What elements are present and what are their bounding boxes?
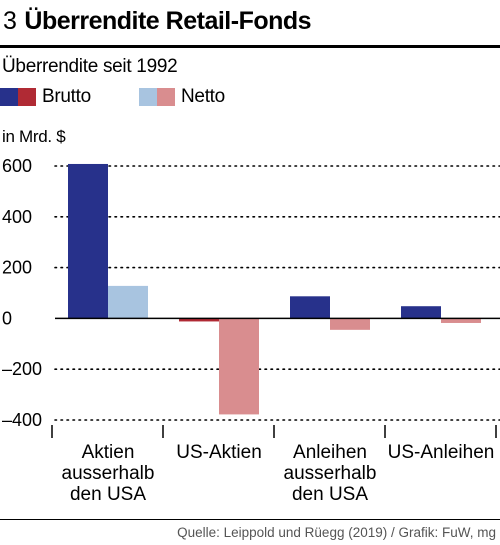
bar-netto [108,285,148,319]
bar-brutto [401,306,441,319]
source-note: Quelle: Leippold und Rüegg (2019) / Graf… [177,525,496,540]
y-tick-label: 600 [2,156,32,176]
bar-brutto [179,318,219,322]
y-tick-label: 0 [2,308,12,328]
bar-netto [219,318,259,415]
bar-brutto [290,296,330,319]
x-tick-label: Aktien ausserhalb den USA [62,442,155,505]
x-tick-label: Anleihen ausserhalb den USA [284,442,377,505]
bar-brutto [68,163,108,319]
chart-subtitle: Überrendite seit 1992 [2,56,178,77]
y-tick-label: –400 [2,410,42,430]
legend-item-netto: Netto [139,86,225,108]
y-axis-unit: in Mrd. $ [2,127,66,146]
legend-label-brutto: Brutto [42,86,91,107]
chart-title: Überrendite Retail-Fonds [24,7,312,35]
legend-swatch-netto-negative [157,88,175,106]
bar-netto [330,318,370,330]
chart-header: 3 Überrendite Retail-Fonds [3,6,312,36]
y-tick-label: –200 [2,359,42,379]
legend-item-brutto: Brutto [0,86,91,108]
legend-swatch-netto-positive [139,88,157,106]
chart-number: 3 [3,7,17,35]
y-tick-label: 400 [2,207,32,227]
bar-netto [441,318,481,323]
legend-swatch-brutto-positive [0,88,18,106]
title-rule [0,45,500,48]
footer-rule [0,519,500,520]
x-tick-label: US-Anleihen [388,442,495,463]
y-tick-label: 200 [2,258,32,278]
legend-label-netto: Netto [181,86,225,107]
x-tick-label: US-Aktien [176,442,262,463]
legend: Brutto Netto [0,86,500,108]
legend-swatch-brutto-negative [18,88,36,106]
